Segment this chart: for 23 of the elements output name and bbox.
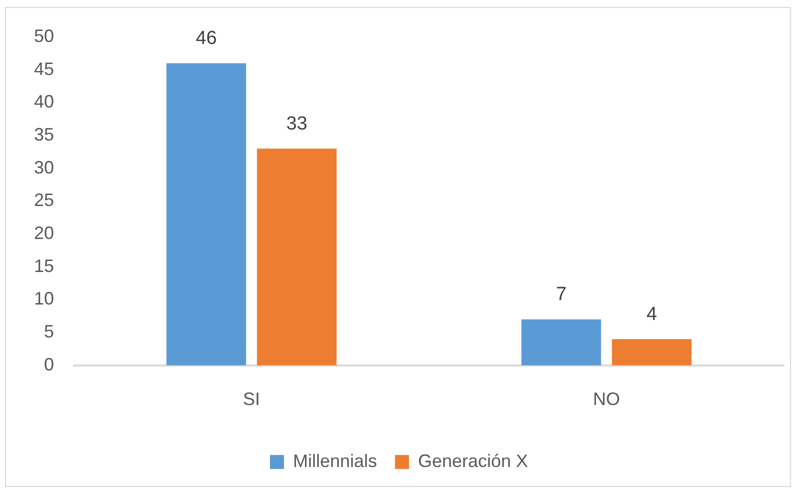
data-label: 7 [556, 284, 567, 306]
y-tick-label: 35 [34, 124, 54, 144]
bar [521, 319, 602, 366]
x-tick-label: NO [593, 389, 620, 410]
bar [256, 148, 337, 366]
y-tick-label: 30 [34, 157, 54, 178]
legend-label: Millennials [292, 450, 377, 471]
data-label: 4 [646, 304, 658, 325]
bar [612, 339, 692, 366]
y-tick-label: 10 [34, 288, 54, 309]
y-tick-label: 45 [34, 58, 54, 79]
y-tick-label: 0 [44, 354, 54, 374]
legend-label: Generación X [418, 450, 528, 471]
data-label: 33 [286, 113, 308, 134]
y-tick-label: 25 [34, 190, 54, 210]
bar [166, 63, 246, 366]
x-tick-label: SI [243, 389, 260, 410]
y-tick-label: 15 [34, 256, 54, 276]
y-tick-label: 20 [34, 223, 54, 244]
y-tick-label: 50 [34, 26, 54, 46]
data-label: 46 [196, 28, 217, 50]
y-tick-label: 5 [44, 322, 54, 342]
y-tick-label: 40 [34, 92, 54, 112]
